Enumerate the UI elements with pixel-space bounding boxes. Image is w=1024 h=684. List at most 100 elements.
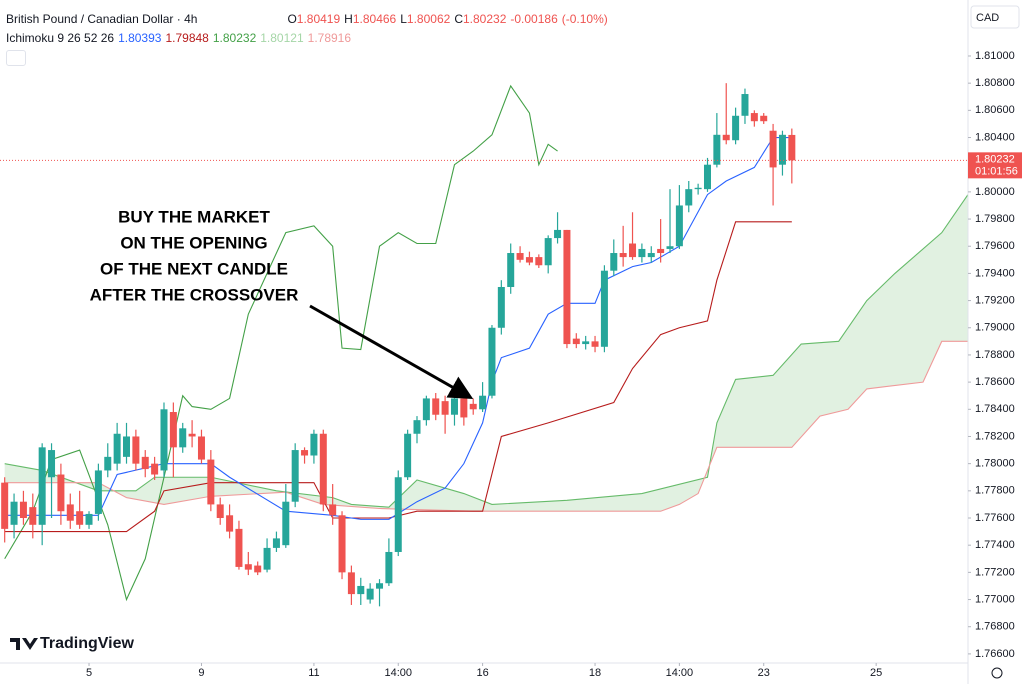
candle-body	[76, 511, 84, 525]
candle-body	[441, 401, 449, 415]
candle-body	[741, 94, 749, 116]
candle-body	[422, 398, 430, 421]
candle-body	[713, 134, 721, 165]
candle-body	[104, 456, 112, 471]
y-tick-label: 1.77400	[975, 539, 1015, 551]
candle-body	[19, 501, 27, 519]
ohlc-value: 1.80062	[406, 12, 451, 26]
candle-body	[647, 253, 655, 258]
candle-body	[460, 398, 468, 418]
y-tick-label: 1.78800	[975, 349, 1015, 361]
y-tick-label: 1.79200	[975, 294, 1015, 306]
x-tick-label: 16	[476, 667, 488, 679]
candle-body	[160, 409, 168, 471]
candle-body	[619, 253, 627, 258]
candle-body	[479, 395, 487, 410]
y-tick-label: 1.80800	[975, 77, 1015, 89]
y-tick-label: 1.78000	[975, 458, 1015, 470]
candle-body	[10, 501, 18, 525]
y-tick-label: 1.81000	[975, 50, 1015, 62]
y-tick-label: 1.80000	[975, 186, 1015, 198]
candle-body	[329, 504, 337, 516]
candle-body	[525, 257, 533, 263]
candle-body	[404, 433, 412, 478]
indicator-line	[4, 84, 558, 602]
x-tick-label: 5	[86, 667, 92, 679]
indicator-value: 1.80121	[260, 31, 304, 45]
y-tick-label: 1.77200	[975, 566, 1015, 578]
cloud-fill	[4, 194, 969, 512]
candle-body	[85, 513, 93, 525]
candle-body	[629, 243, 637, 258]
indicator-line	[4, 221, 792, 533]
candle-body	[666, 246, 674, 249]
candle-body	[132, 436, 140, 464]
candle-body	[38, 447, 46, 525]
candle-body	[57, 474, 65, 512]
ohlc-key: L	[400, 12, 407, 26]
y-tick-label: 1.80600	[975, 104, 1015, 116]
x-tick-label: 18	[589, 667, 601, 679]
candle-body	[760, 115, 768, 122]
indicator-value: 1.79848	[165, 31, 209, 45]
change-percent: (-0.10%)	[561, 12, 608, 26]
candle-body	[226, 515, 234, 532]
indicator-value: 1.78916	[307, 31, 352, 45]
candle-body	[216, 504, 224, 519]
candle-body	[179, 428, 187, 448]
brand-logo	[10, 638, 38, 650]
candle-body	[282, 501, 290, 546]
candle-body	[123, 436, 131, 457]
candle-body	[488, 327, 496, 396]
symbol-row: British Pound / Canadian Dollar · 4h O1.8…	[6, 10, 612, 29]
candle-body	[703, 164, 711, 190]
candle-body	[272, 538, 280, 548]
annotation-text: ON THE OPENING	[120, 233, 267, 252]
last-price-tag	[968, 152, 1022, 179]
candle-body	[394, 477, 402, 552]
settings-icon[interactable]	[991, 667, 1003, 679]
y-tick-label: 1.79800	[975, 213, 1015, 225]
candle-body	[432, 398, 440, 415]
indicator-line	[4, 136, 792, 520]
ohlc-value: 1.80232	[462, 12, 507, 26]
candle-body	[29, 507, 37, 525]
collapse-button[interactable]	[6, 50, 26, 66]
candle-body	[535, 257, 543, 266]
candle-body	[563, 229, 571, 345]
ohlc-value: 1.80466	[352, 12, 397, 26]
y-tick-label: 1.79000	[975, 322, 1015, 334]
candle-body	[675, 205, 683, 247]
indicator-row: Ichimoku 9 26 52 26 1.80393 1.79848 1.80232…	[6, 29, 612, 48]
candle-body	[469, 403, 477, 410]
currency-button[interactable]	[970, 5, 1020, 29]
y-tick-label: 1.77000	[975, 593, 1015, 605]
candle-body	[507, 253, 515, 287]
candle-body	[301, 450, 309, 456]
candle-body	[685, 189, 693, 206]
candle-body	[722, 134, 730, 141]
candle-body	[582, 341, 590, 345]
candle-body	[591, 341, 599, 347]
candle-body	[244, 564, 252, 570]
x-tick-label: 25	[870, 667, 882, 679]
annotation-text: OF THE NEXT CANDLE	[100, 259, 288, 278]
y-tick-label: 1.77600	[975, 512, 1015, 524]
candle-body	[197, 436, 205, 460]
y-tick-label: 1.78400	[975, 403, 1015, 415]
symbol-title: British Pound / Canadian Dollar · 4h	[6, 12, 198, 26]
plot-area	[1, 83, 969, 607]
candle-body	[554, 229, 562, 239]
candle-body	[113, 433, 121, 464]
indicator-value: 1.80232	[212, 31, 257, 45]
annotation-text: AFTER THE CROSSOVER	[90, 285, 299, 304]
candle-body	[48, 450, 56, 478]
candle-body	[310, 433, 318, 456]
candle-body	[638, 248, 646, 258]
candle-body	[769, 130, 777, 168]
candle-body	[188, 433, 196, 437]
x-tick-label: 11	[308, 667, 319, 679]
candle-body	[694, 187, 702, 190]
candle-body	[366, 588, 374, 600]
candle-body	[732, 115, 740, 141]
